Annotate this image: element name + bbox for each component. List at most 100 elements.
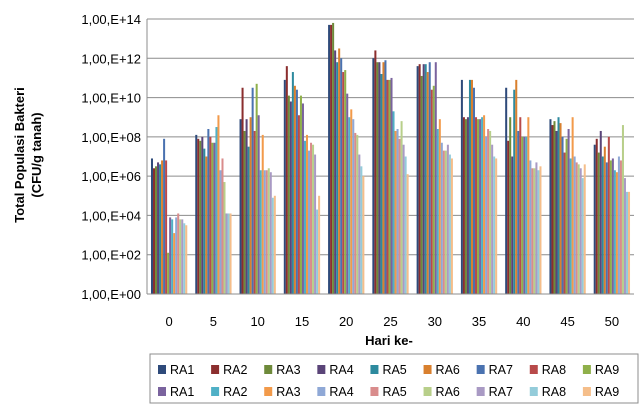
- bar: [517, 130, 520, 294]
- bar: [312, 144, 315, 294]
- bar: [553, 121, 556, 294]
- bar: [386, 79, 389, 294]
- legend-swatch: [317, 387, 326, 396]
- bar: [434, 62, 437, 295]
- bar: [559, 123, 562, 294]
- bar: [593, 144, 596, 294]
- bar: [527, 117, 530, 295]
- y-tick-label: 1,00,E+04: [81, 208, 141, 223]
- bar: [257, 115, 260, 294]
- bar: [485, 136, 488, 294]
- bar: [291, 72, 294, 294]
- bar: [159, 164, 162, 294]
- legend-swatch: [423, 365, 432, 374]
- x-tick-label: 35: [472, 314, 486, 329]
- bar: [173, 233, 176, 294]
- bar: [362, 176, 365, 294]
- bar: [318, 195, 321, 294]
- bar: [428, 62, 431, 295]
- bar: [243, 130, 246, 294]
- bar: [569, 158, 572, 294]
- bar: [581, 178, 584, 294]
- bar: [348, 117, 351, 295]
- bar: [253, 130, 256, 294]
- bar: [314, 154, 317, 294]
- bar: [404, 156, 407, 294]
- bar: [609, 160, 612, 294]
- y-tick-label: 1,00,E+10: [81, 91, 141, 106]
- bar: [621, 125, 624, 294]
- bar: [625, 191, 628, 294]
- bar: [177, 213, 180, 294]
- bar: [481, 117, 484, 295]
- bar: [265, 170, 268, 294]
- bar: [420, 75, 423, 295]
- legend-swatch: [370, 365, 379, 374]
- x-tick-label: 10: [250, 314, 264, 329]
- bar: [299, 95, 302, 294]
- bar: [615, 172, 618, 294]
- legend-swatch: [370, 387, 379, 396]
- bar: [269, 172, 272, 294]
- axes: [146, 19, 634, 295]
- legend-swatch: [211, 387, 220, 396]
- bar: [388, 79, 391, 294]
- bar: [251, 87, 254, 294]
- bar: [607, 136, 610, 294]
- bar: [316, 209, 319, 294]
- bar: [529, 160, 532, 294]
- bar: [287, 95, 290, 294]
- bar: [285, 66, 288, 294]
- bar: [303, 140, 306, 294]
- bar: [163, 138, 166, 294]
- bar: [183, 223, 186, 294]
- bar: [344, 70, 347, 294]
- y-axis-title-line1: Total Populasi Bakteri: [12, 87, 27, 223]
- bar: [261, 134, 264, 294]
- bar: [219, 170, 222, 294]
- bar: [418, 64, 421, 295]
- bar: [181, 219, 184, 294]
- legend-label: RA1: [170, 363, 194, 377]
- bar: [308, 150, 311, 294]
- bar: [207, 129, 210, 294]
- bar: [487, 129, 490, 294]
- bar: [426, 72, 429, 294]
- bar: [525, 136, 528, 294]
- bar: [402, 144, 405, 294]
- bar: [201, 136, 204, 294]
- bar: [199, 140, 202, 294]
- legend-swatch: [211, 365, 220, 374]
- bar: [380, 74, 383, 294]
- bar: [378, 62, 381, 295]
- bar: [396, 129, 399, 294]
- bar: [603, 146, 606, 294]
- bar: [301, 103, 304, 295]
- bar: [330, 24, 333, 294]
- bar: [531, 168, 534, 294]
- bar: [205, 156, 208, 294]
- bar: [338, 48, 341, 295]
- legend-label: RA7: [489, 385, 513, 399]
- bar: [555, 130, 558, 294]
- bar: [161, 160, 164, 294]
- bar: [171, 219, 174, 294]
- y-tick-label: 1,00,E+14: [81, 12, 141, 27]
- bar: [597, 152, 600, 294]
- legend-label: RA8: [542, 385, 566, 399]
- legend-swatch: [264, 365, 273, 374]
- bar: [267, 168, 270, 294]
- bars: [150, 22, 631, 295]
- bar: [505, 87, 508, 294]
- bar: [513, 89, 516, 295]
- bar: [611, 158, 614, 294]
- legend-label: RA2: [223, 385, 247, 399]
- bar: [203, 148, 206, 294]
- bar: [259, 170, 262, 294]
- bar: [477, 119, 480, 295]
- bar: [491, 144, 494, 294]
- x-tick-label: 50: [605, 314, 619, 329]
- x-tick-label: 15: [295, 314, 309, 329]
- bar: [605, 162, 608, 294]
